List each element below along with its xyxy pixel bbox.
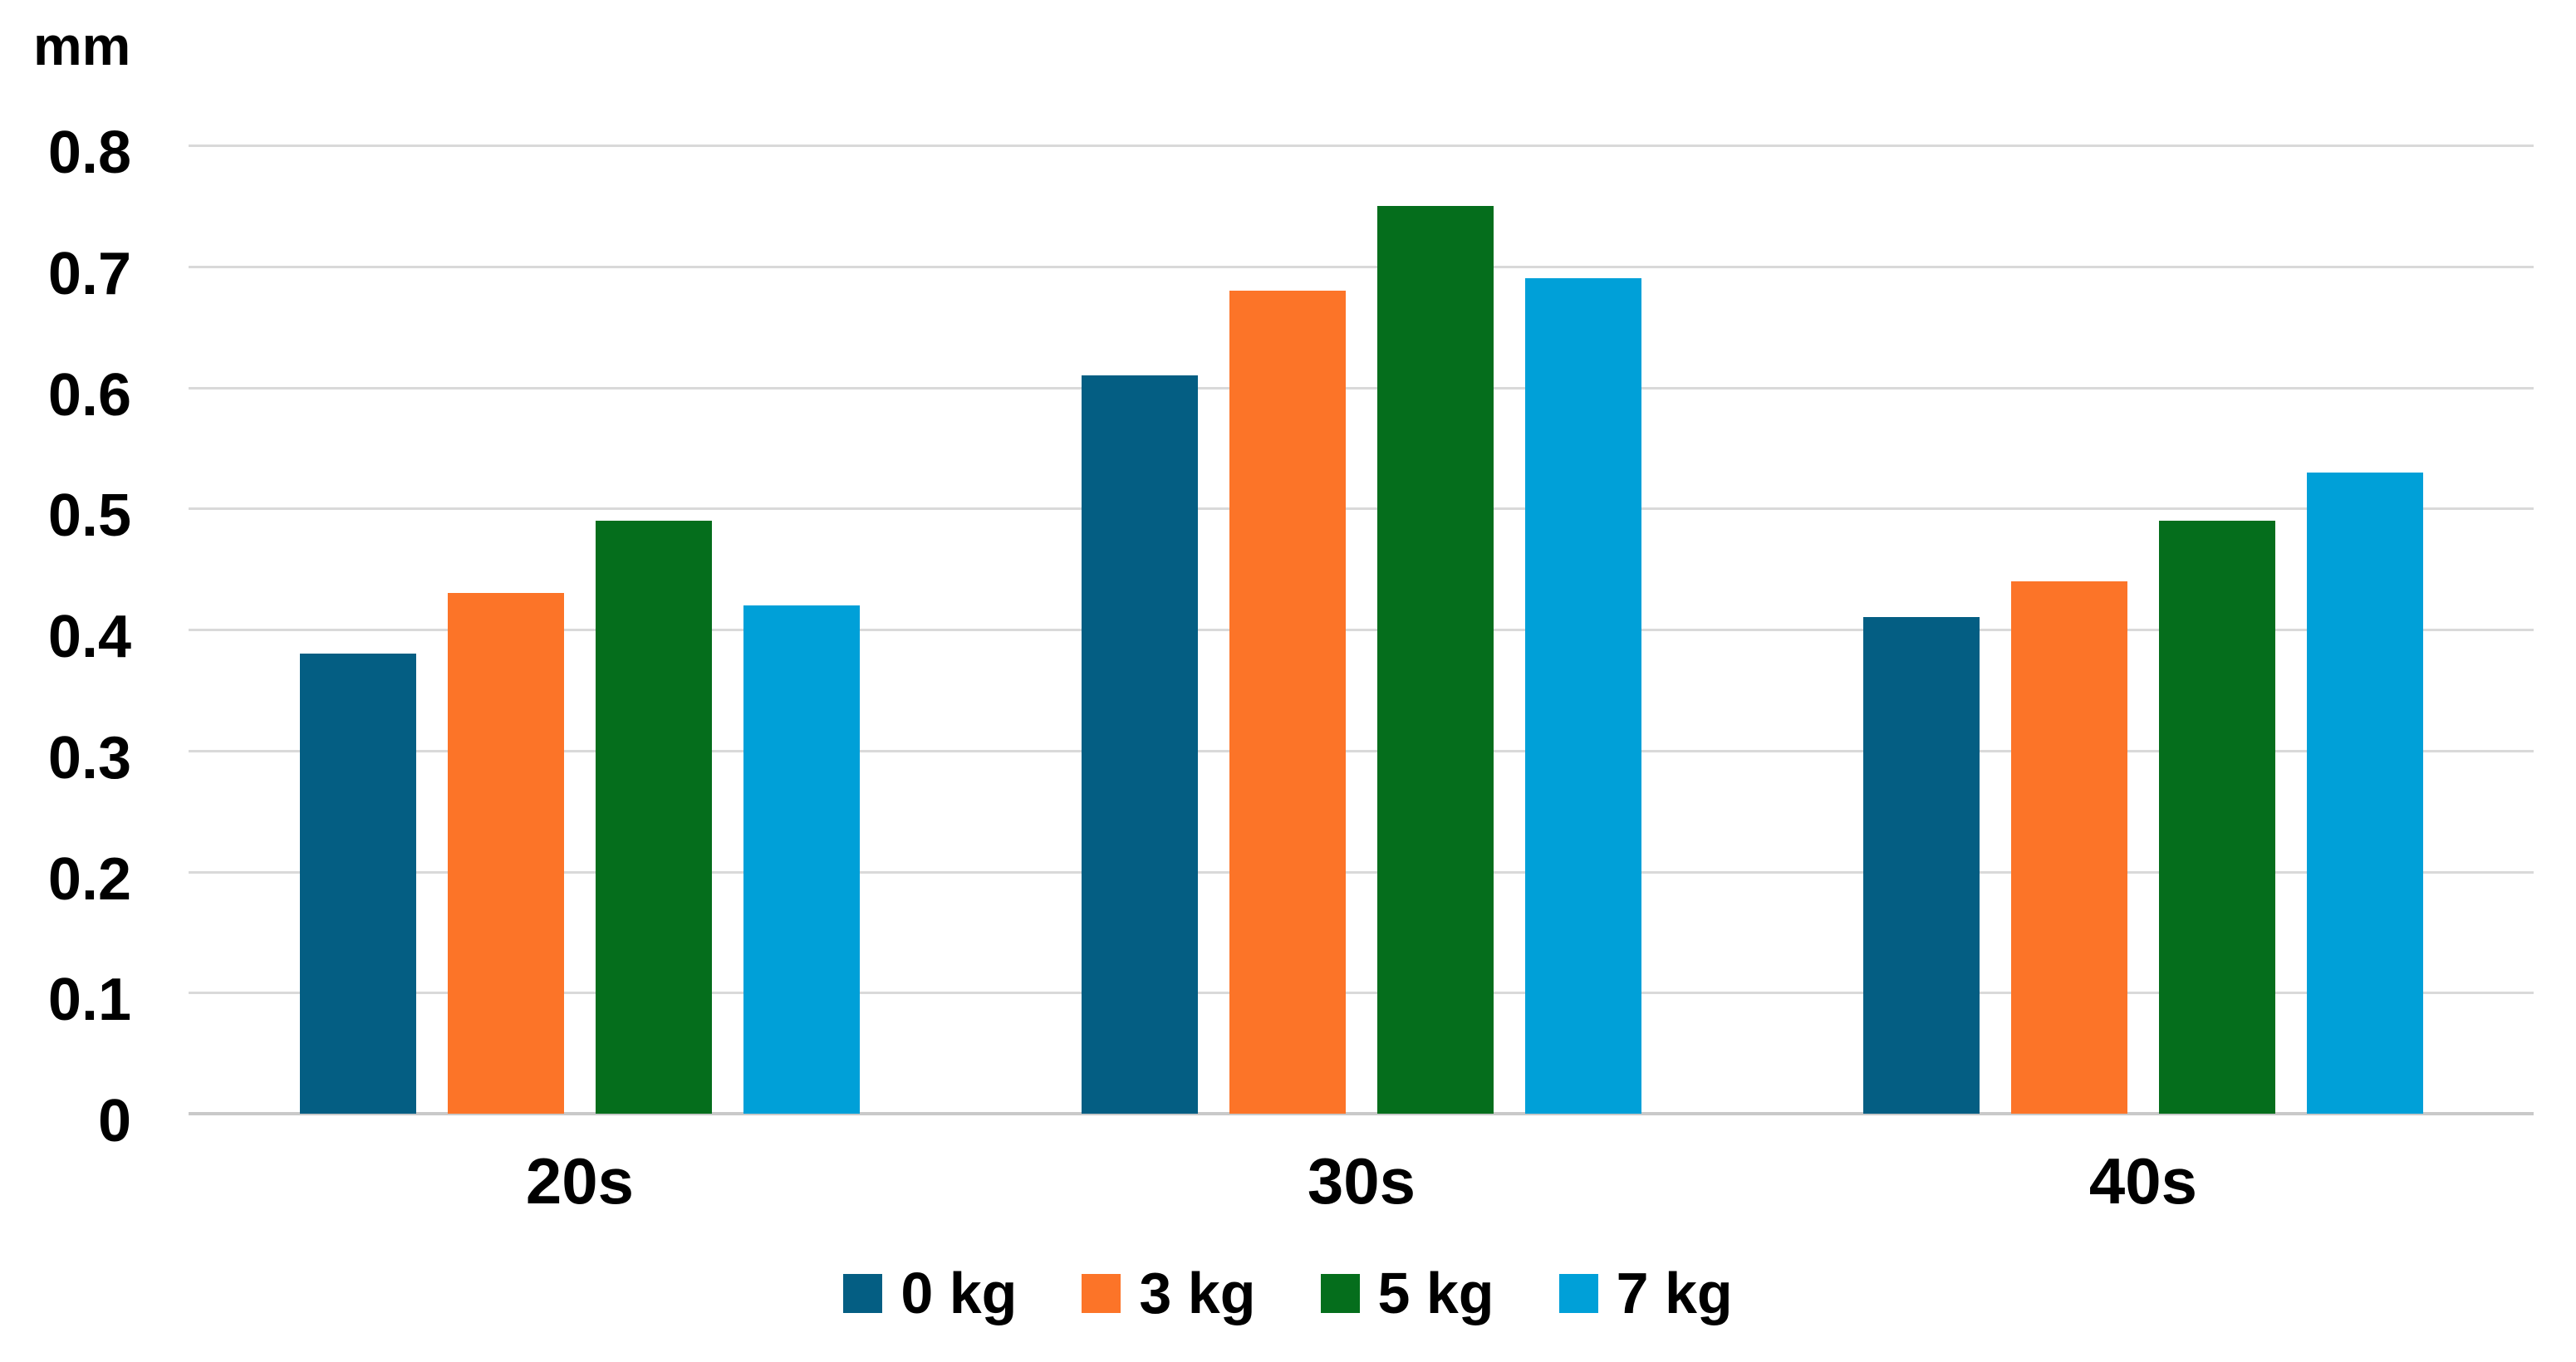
y-tick-label: 0.5 — [47, 483, 131, 550]
y-tick-label: 0.4 — [47, 604, 131, 670]
legend-swatch — [1558, 1273, 1598, 1313]
bar-30s-7kg — [1525, 278, 1641, 1114]
bar-30s-5kg — [1377, 206, 1494, 1114]
legend-label: 0 kg — [900, 1261, 1018, 1325]
bar-20s-0kg — [300, 654, 416, 1114]
gridline — [189, 629, 2534, 631]
y-tick-label: 0.7 — [47, 240, 131, 307]
y-tick-label: 0.8 — [47, 120, 131, 186]
gridline — [189, 749, 2534, 752]
gridline — [189, 265, 2534, 268]
y-tick-label: 0.2 — [47, 845, 131, 913]
bar-30s-0kg — [1082, 375, 1198, 1114]
gridline — [189, 992, 2534, 995]
legend-item-7kg: 7 kg — [1558, 1261, 1733, 1325]
x-tick-label: 40s — [2088, 1144, 2198, 1217]
y-tick-label: 0 — [97, 1088, 131, 1154]
y-axis-unit-label: mm — [33, 15, 131, 76]
legend-swatch — [843, 1273, 883, 1313]
bar-40s-7kg — [2307, 473, 2423, 1114]
legend-label: 3 kg — [1139, 1261, 1256, 1325]
bar-40s-5kg — [2159, 521, 2275, 1114]
x-axis-line — [189, 1112, 2534, 1115]
legend-item-3kg: 3 kg — [1082, 1261, 1256, 1325]
y-tick-label: 0.1 — [47, 967, 131, 1034]
gridline — [189, 870, 2534, 874]
y-tick-label: 0.3 — [47, 724, 131, 791]
legend-swatch — [1320, 1273, 1360, 1313]
legend-label: 7 kg — [1616, 1261, 1733, 1325]
legend-item-0kg: 0 kg — [843, 1264, 1017, 1322]
x-tick-label: 20s — [525, 1144, 635, 1217]
legend-label: 5 kg — [1377, 1261, 1494, 1325]
x-tick-label: 30s — [1307, 1144, 1416, 1217]
bar-20s-3kg — [448, 593, 564, 1114]
bar-20s-7kg — [743, 605, 860, 1114]
bar-30s-3kg — [1229, 291, 1346, 1114]
legend-swatch — [1082, 1273, 1121, 1313]
bar-40s-0kg — [1863, 617, 1980, 1114]
bar-40s-3kg — [2011, 581, 2127, 1114]
gridline — [189, 507, 2534, 511]
legend: 0 kg 3 kg 5 kg 7 kg — [0, 1247, 2576, 1339]
gridline — [189, 145, 2534, 147]
y-tick-label: 0.6 — [47, 361, 131, 429]
legend-item-5kg: 5 kg — [1320, 1261, 1494, 1325]
bar-20s-5kg — [596, 521, 712, 1114]
gridline — [189, 386, 2534, 389]
